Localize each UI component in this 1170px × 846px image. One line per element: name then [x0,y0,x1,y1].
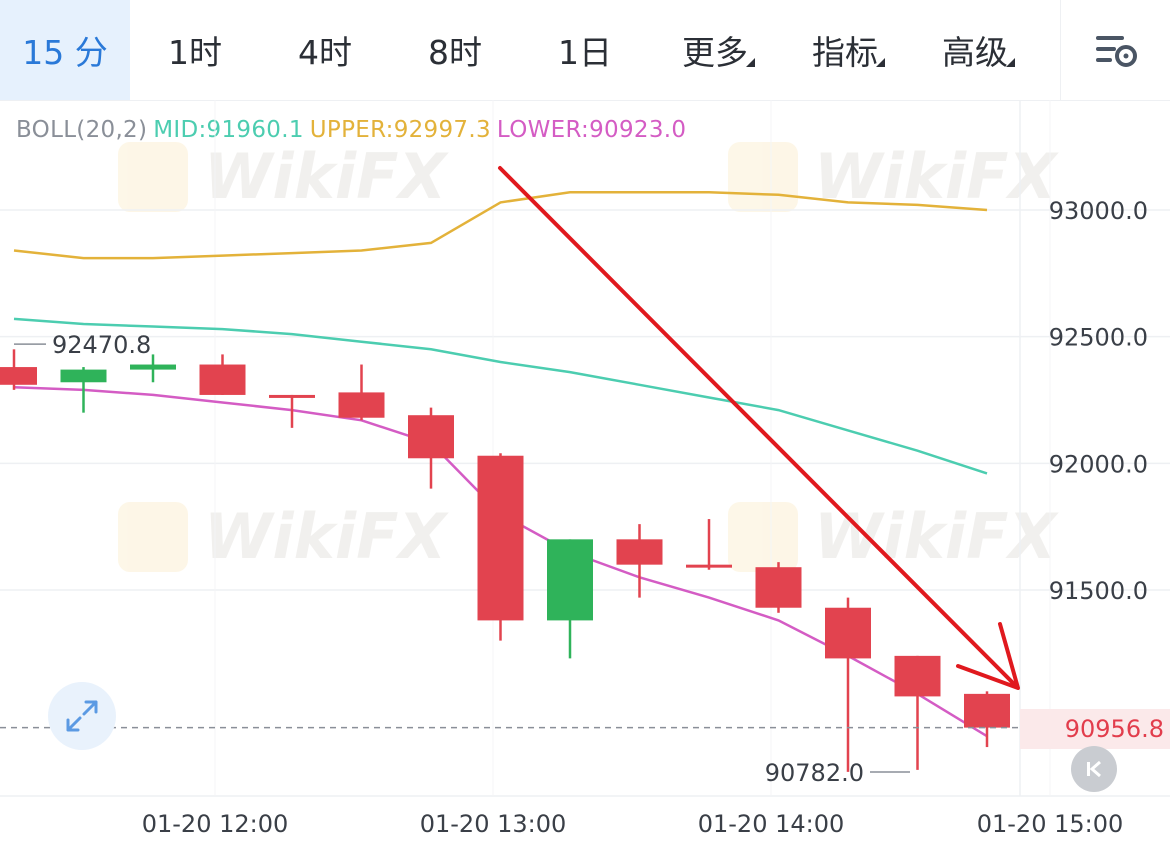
time-tick-label: 01-20 15:00 [977,810,1124,838]
price-tick-label: 92500.0 [1049,324,1148,352]
candlestick-chart[interactable]: 93000.0 92500.0 92000.0 91500.0 01-20 12:00… [0,100,1170,846]
candle-body [686,564,732,568]
candle-body [338,392,385,418]
candle-body [547,539,593,621]
expand-arrows-icon [66,700,98,732]
fullscreen-button[interactable] [48,682,116,750]
price-axis: 93000.0 92500.0 92000.0 91500.0 [1049,197,1148,605]
trend-arrow-shaft [498,166,1018,688]
tab-indicators[interactable]: 指标 [780,0,910,100]
candle-body [130,364,176,370]
boll-mid: MID:91960.1 [153,117,304,143]
time-axis: 01-20 12:00 01-20 13:00 01-20 14:00 01-20 1… [142,810,1124,838]
boll-upper-line [13,191,988,260]
chart-settings-icon [1096,36,1137,67]
dropdown-triangle-icon [1006,58,1015,67]
tab-label: 更多 [682,33,748,72]
price-tick-label: 93000.0 [1049,197,1148,225]
tab-1d[interactable]: 1日 [520,0,650,100]
jump-to-latest-icon [1087,760,1101,778]
current-price: 90956.8 [1064,715,1164,743]
candle-body [0,367,37,385]
scroll-to-latest-button[interactable] [1071,746,1117,792]
candle-body [616,539,663,565]
dropdown-triangle-icon [876,58,885,67]
boll-lower: LOWER:90923.0 [496,117,687,143]
tab-1h[interactable]: 1时 [130,0,260,100]
time-tick-label: 01-20 12:00 [142,810,289,838]
candle-body [477,455,524,621]
high-price-label: 92470.8 [52,331,151,359]
boll-upper: UPPER:92997.3 [309,117,491,143]
candle-body [894,655,941,697]
trend-arrow-head [956,622,1020,690]
boll-name: BOLL(20,2) [16,117,148,143]
candles [0,349,1010,772]
tab-label: 1时 [168,33,222,72]
tab-advanced[interactable]: 高级 [910,0,1040,100]
tab-label: 15 分 [22,33,108,72]
boll-legend: BOLL(20,2) MID:91960.1 UPPER:92997.3 LOWER:… [16,117,692,143]
tab-label: 1日 [558,33,612,72]
candle-body [199,364,246,395]
candle-body [60,369,107,383]
price-tick-label: 91500.0 [1049,577,1148,605]
tab-8h[interactable]: 8时 [390,0,520,100]
candle-body [755,567,802,608]
tab-label: 高级 [942,33,1008,72]
dropdown-triangle-icon [746,58,755,67]
candle-body [964,693,1010,728]
tab-label: 4时 [298,33,352,72]
tab-label: 8时 [428,33,482,72]
tab-4h[interactable]: 4时 [260,0,390,100]
time-tick-label: 01-20 14:00 [698,810,845,838]
time-tick-label: 01-20 13:00 [420,810,567,838]
candle-body [408,415,454,459]
current-price-tag: 90956.8 [1020,709,1170,749]
tab-label: 指标 [812,33,878,72]
price-tick-label: 92000.0 [1049,450,1148,478]
chart-annotations: 92470.8 90782.0 [0,166,1020,787]
chart-settings-button[interactable] [1060,0,1170,100]
candle-body [269,394,315,398]
tab-15min[interactable]: 15 分 [0,0,130,100]
candle-body [825,607,871,659]
boll-mid-line [13,317,988,475]
chart-grid [0,100,1170,797]
tab-more[interactable]: 更多 [650,0,780,100]
low-price-label: 90782.0 [765,759,864,787]
interval-tabbar: 15 分 1时 4时 8时 1日 更多 指标 高级 [0,0,1170,101]
